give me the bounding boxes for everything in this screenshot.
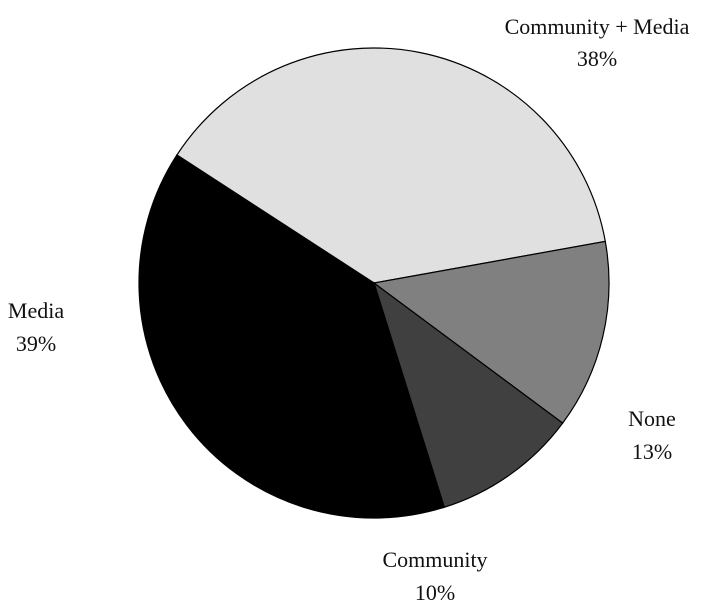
slice-label: Media bbox=[8, 298, 64, 323]
pie-slice-community bbox=[372, 281, 564, 509]
slice-percent-label: 13% bbox=[632, 439, 672, 464]
slice-label: Community bbox=[382, 547, 487, 572]
pie-slice-none bbox=[372, 240, 610, 424]
slice-percent-label: 10% bbox=[415, 580, 455, 604]
slice-percent-label: 39% bbox=[16, 331, 56, 356]
slice-percent-label: 38% bbox=[577, 46, 617, 71]
pie-slices bbox=[138, 47, 610, 519]
slice-label: Community + Media bbox=[505, 14, 690, 39]
pie-slice-media bbox=[138, 154, 446, 519]
slice-label: None bbox=[628, 406, 676, 431]
pie-labels: Community + Media 38% None 13% Community 10% M… bbox=[8, 14, 690, 604]
